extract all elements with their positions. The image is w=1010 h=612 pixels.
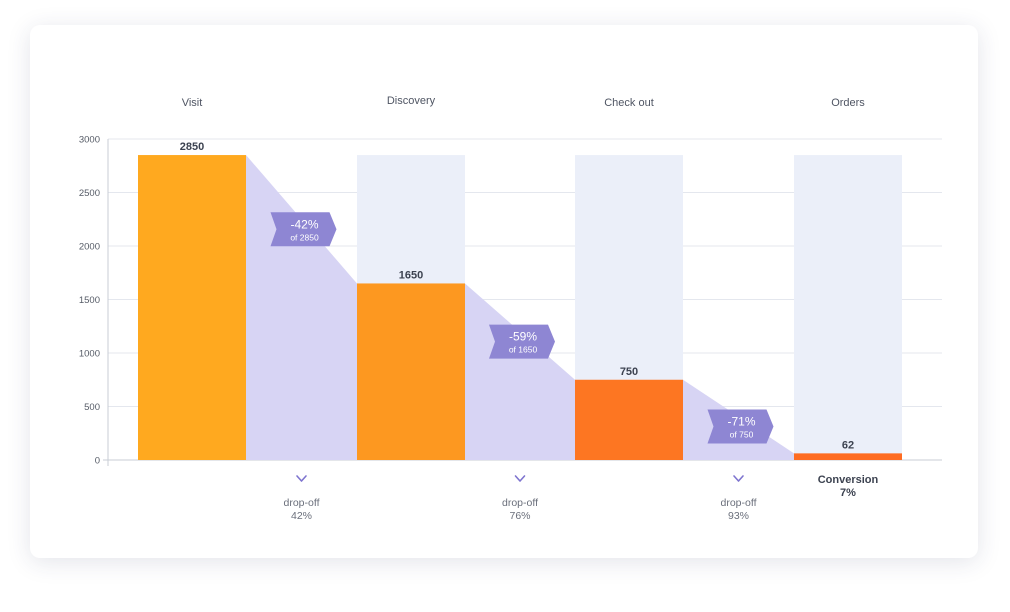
dropoff-label: drop-off xyxy=(284,497,320,509)
y-tick-label: 2500 xyxy=(79,188,100,199)
bar xyxy=(575,379,683,460)
category-label: Check out xyxy=(604,97,654,109)
dropoff-badge-percent: -59% xyxy=(509,330,537,344)
dropoff-value: 76% xyxy=(509,510,530,522)
bar xyxy=(794,453,902,460)
dropoff-badge-of: of 1650 xyxy=(509,345,538,355)
y-tick-label: 1000 xyxy=(79,349,100,360)
dropoff-badge-percent: -71% xyxy=(727,415,755,429)
category-label: Visit xyxy=(182,97,203,109)
y-tick-label: 500 xyxy=(84,402,100,413)
chevron-down-icon xyxy=(733,475,744,482)
dropoff-value: 93% xyxy=(728,510,749,522)
dropoff-badge-percent: -42% xyxy=(290,217,318,231)
bar-value-label: 750 xyxy=(620,366,638,378)
bar xyxy=(357,283,465,460)
conversion-label: Conversion xyxy=(818,474,879,486)
background-bar xyxy=(794,155,902,461)
dropoff-area xyxy=(465,283,575,460)
dropoff-label: drop-off xyxy=(721,497,757,509)
dropoff-value: 42% xyxy=(291,510,312,522)
bar-value-label: 1650 xyxy=(399,269,423,281)
dropoff-badge xyxy=(707,409,774,444)
bar xyxy=(138,155,246,461)
dropoff-badge-of: of 750 xyxy=(730,430,754,440)
bar-value-label: 62 xyxy=(842,439,854,451)
dropoff-badge xyxy=(489,324,555,359)
y-tick-label: 2000 xyxy=(79,242,100,253)
dropoff-badge-of: of 2850 xyxy=(290,232,319,242)
chevron-down-icon xyxy=(296,475,307,482)
dropoff-label: drop-off xyxy=(502,497,538,509)
funnel-chart: 0 500 1000 1500 2000 2500 3000 2850 Visit 1650 Dis… xyxy=(79,95,942,522)
conversion-value: 7% xyxy=(840,487,856,499)
dropoff-area xyxy=(246,155,357,461)
dropoff-badge xyxy=(270,212,337,247)
bar-value-label: 2850 xyxy=(180,141,204,153)
chart-card: 0 500 1000 1500 2000 2500 3000 2850 Visit 1650 Dis… xyxy=(30,25,978,558)
y-tick-label: 3000 xyxy=(79,135,100,146)
y-tick-label: 1500 xyxy=(79,295,100,306)
category-label: Orders xyxy=(831,97,865,109)
y-tick-label: 0 xyxy=(95,456,100,467)
chevron-down-icon xyxy=(514,475,526,482)
category-label: Discovery xyxy=(387,95,436,107)
